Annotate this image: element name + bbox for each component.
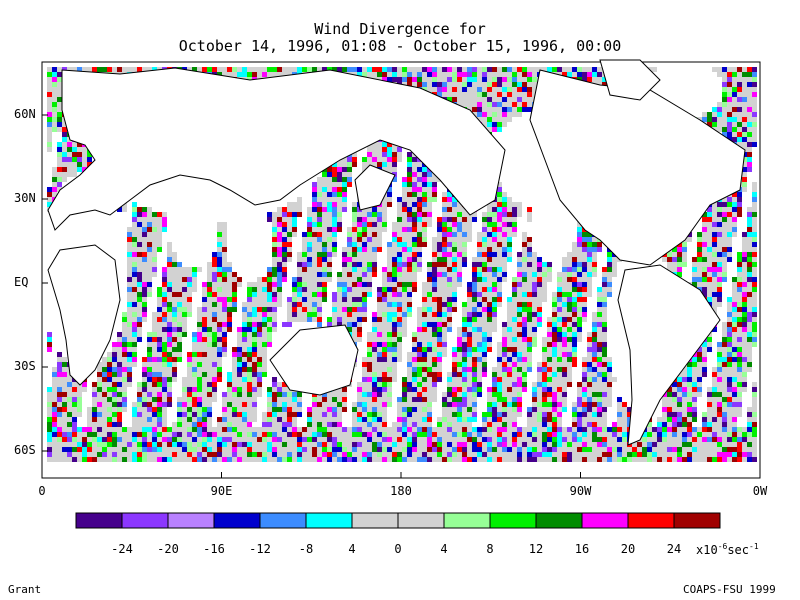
colorbar-label: -20 <box>157 542 179 556</box>
lon-tick-label: 0W <box>752 484 768 498</box>
colorbar-swatch <box>397 512 445 529</box>
continent-outline-2 <box>269 324 359 396</box>
map-title-line1: Wind Divergence for <box>314 20 486 38</box>
colorbar-swatch <box>351 512 399 529</box>
map-title-line2: October 14, 1996, 01:08 - October 15, 19… <box>178 37 622 55</box>
colorbar-label: -8 <box>298 542 314 556</box>
colorbar-swatch <box>443 512 491 529</box>
colorbar-swatch <box>167 512 215 529</box>
lat-tick-label: 30N <box>14 191 36 205</box>
colorbar-label: -12 <box>249 542 271 556</box>
continent-outline-5 <box>354 164 396 211</box>
colorbar-swatch <box>121 512 169 529</box>
colorbar-label: 24 <box>666 542 682 556</box>
unit-sec-exponent: -1 <box>749 542 759 551</box>
colorbar-swatch <box>489 512 537 529</box>
lon-tick-label: 180 <box>390 484 412 498</box>
colorbar-label: 8 <box>486 542 494 556</box>
colorbar-label: 16 <box>574 542 590 556</box>
colorbar-swatch <box>673 512 721 529</box>
lat-tick-label: 60N <box>14 107 36 121</box>
continent-outline-6 <box>599 59 661 101</box>
colorbar-label: 4 <box>440 542 448 556</box>
source-credit: COAPS-FSU 1999 <box>683 583 776 596</box>
unit-base: x10 <box>696 543 718 557</box>
unit-exponent: -6 <box>717 542 728 551</box>
unit-sec: sec <box>727 543 750 557</box>
continent-outline-3 <box>529 69 746 266</box>
continent-outline-4 <box>617 264 721 446</box>
colorbar-unit: x10-6sec-1 <box>696 541 759 556</box>
colorbar-swatch <box>75 512 123 529</box>
continent-outline-0 <box>47 67 506 231</box>
lat-tick-label: EQ <box>14 275 29 289</box>
author-credit: Grant <box>8 583 42 596</box>
colorbar-label: 12 <box>528 542 544 556</box>
lon-tick-label: 90E <box>210 484 233 498</box>
colorbar-label: 4 <box>348 542 356 556</box>
colorbar-swatch <box>259 512 307 529</box>
colorbar-swatch <box>627 512 675 529</box>
colorbar-swatch <box>581 512 629 529</box>
colorbar-label: 0 <box>394 542 402 556</box>
lon-tick-label: 90W <box>569 484 592 498</box>
colorbar-label: -16 <box>203 542 225 556</box>
colorbar-swatch <box>305 512 353 529</box>
lat-tick-label: 60S <box>14 443 36 457</box>
lat-tick-label: 30S <box>14 359 36 373</box>
continent-outline-1 <box>47 244 121 386</box>
colorbar-label: -24 <box>111 542 133 556</box>
colorbar-swatch <box>213 512 261 529</box>
colorbar-label: 20 <box>620 542 636 556</box>
lon-tick-label: 0 <box>38 484 46 498</box>
colorbar-swatch <box>535 512 583 529</box>
